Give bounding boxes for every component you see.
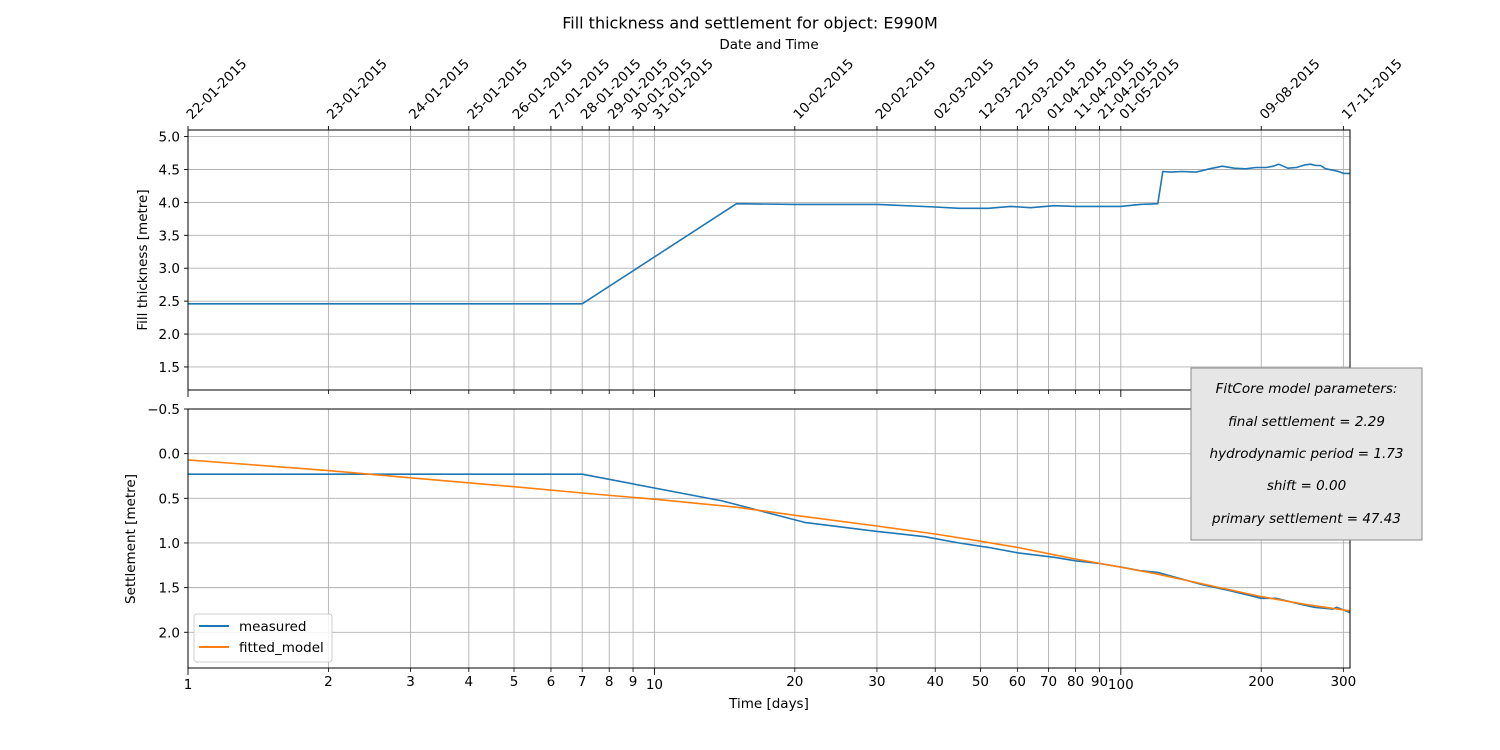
fill-thickness-series-fill-thickness (188, 163, 1350, 305)
x-axis-label: Time [days] (728, 696, 809, 712)
x-minor-tick-label: 90 (1091, 674, 1108, 690)
x-minor-tick-label: 300 (1330, 674, 1356, 690)
settlement-y-tick-label: 0.0 (159, 447, 180, 463)
parameter-final-settlement: final settlement = 2.29 (1228, 414, 1385, 430)
x-minor-tick-label: 7 (578, 674, 587, 690)
settlement-y-tick-label: 1.5 (159, 581, 180, 597)
fill-thickness-y-tick-label: 3.5 (159, 228, 180, 244)
settlement-y-tick-label: 0.5 (159, 491, 180, 507)
x-minor-tick-label: 2 (324, 674, 333, 690)
model-parameters-box: FitCore model parameters: final settleme… (1190, 367, 1423, 541)
x-minor-tick-label: 40 (927, 674, 944, 690)
fill-thickness-y-tick-label: 5.0 (159, 130, 180, 146)
fill-thickness-y-tick-label: 3.0 (159, 261, 180, 277)
legend-label-fitted-model: fitted_model (239, 640, 324, 656)
x-minor-tick-label: 80 (1067, 674, 1084, 690)
settlement-series-fitted-model (187, 459, 1351, 612)
fill-thickness-panel: 1.5 2.0 2.5 3.0 3.5 4.0 4.5 5.0 (159, 129, 1351, 391)
fill-thickness-y-tick-label: 4.0 (159, 195, 180, 211)
parameters-box-frame (1190, 367, 1423, 541)
x-minor-tick-label: 9 (629, 674, 638, 690)
settlement-y-tick-label: 2.0 (159, 625, 180, 641)
parameter-shift: shift = 0.00 (1267, 478, 1346, 494)
x-minor-tick-label: 3 (406, 674, 415, 690)
bottom-panel-y-axis-label: Settlement [metre] (123, 474, 139, 604)
parameter-primary-settlement: primary settlement = 47.43 (1211, 511, 1401, 527)
x-minor-tick-label: 200 (1248, 674, 1274, 690)
settlement-y-tick-label: 1.0 (159, 536, 180, 552)
parameters-title: FitCore model parameters: (1216, 381, 1398, 397)
x-minor-tick-label: 20 (786, 674, 803, 690)
fill-thickness-frame (187, 129, 1351, 391)
x-axis-days: 1 10 100 2 3 4 5 6 7 8 9 20 30 40 50 60 70 80 90 200 300 (184, 390, 1356, 693)
chart-title: Fill thickness and settlement for object… (562, 14, 938, 33)
x-minor-tick-label: 70 (1040, 674, 1057, 690)
fill-thickness-y-tick-label: 2.0 (159, 327, 180, 343)
fill-thickness-y-tick-label: 2.5 (159, 294, 180, 310)
x-minor-tick-label: 6 (547, 674, 556, 690)
legend-label-measured: measured (239, 619, 306, 635)
top-axis-label: Date and Time (719, 37, 818, 53)
fill-thickness-y-tick-label: 1.5 (159, 360, 180, 376)
x-minor-tick-label: 30 (868, 674, 885, 690)
x-minor-tick-label: 60 (1009, 674, 1026, 690)
settlement-y-tick-label: −0.5 (147, 402, 180, 418)
x-minor-tick-label: 8 (605, 674, 614, 690)
x-minor-tick-label: 50 (972, 674, 989, 690)
x-major-tick-label: 100 (1108, 677, 1134, 693)
x-minor-tick-label: 5 (510, 674, 519, 690)
top-panel-y-axis-label: Fill thickness [metre] (135, 189, 151, 330)
x-major-tick-label: 1 (184, 677, 193, 693)
settlement-panel: −0.5 0.0 0.5 1.0 1.5 2.0 (147, 402, 1351, 669)
x-minor-tick-label: 4 (465, 674, 474, 690)
parameter-hydrodynamic-period: hydrodynamic period = 1.73 (1210, 446, 1404, 462)
legend: measured fitted_model (193, 613, 333, 663)
x-major-tick-label: 10 (646, 677, 663, 693)
fill-thickness-y-tick-label: 4.5 (159, 162, 180, 178)
